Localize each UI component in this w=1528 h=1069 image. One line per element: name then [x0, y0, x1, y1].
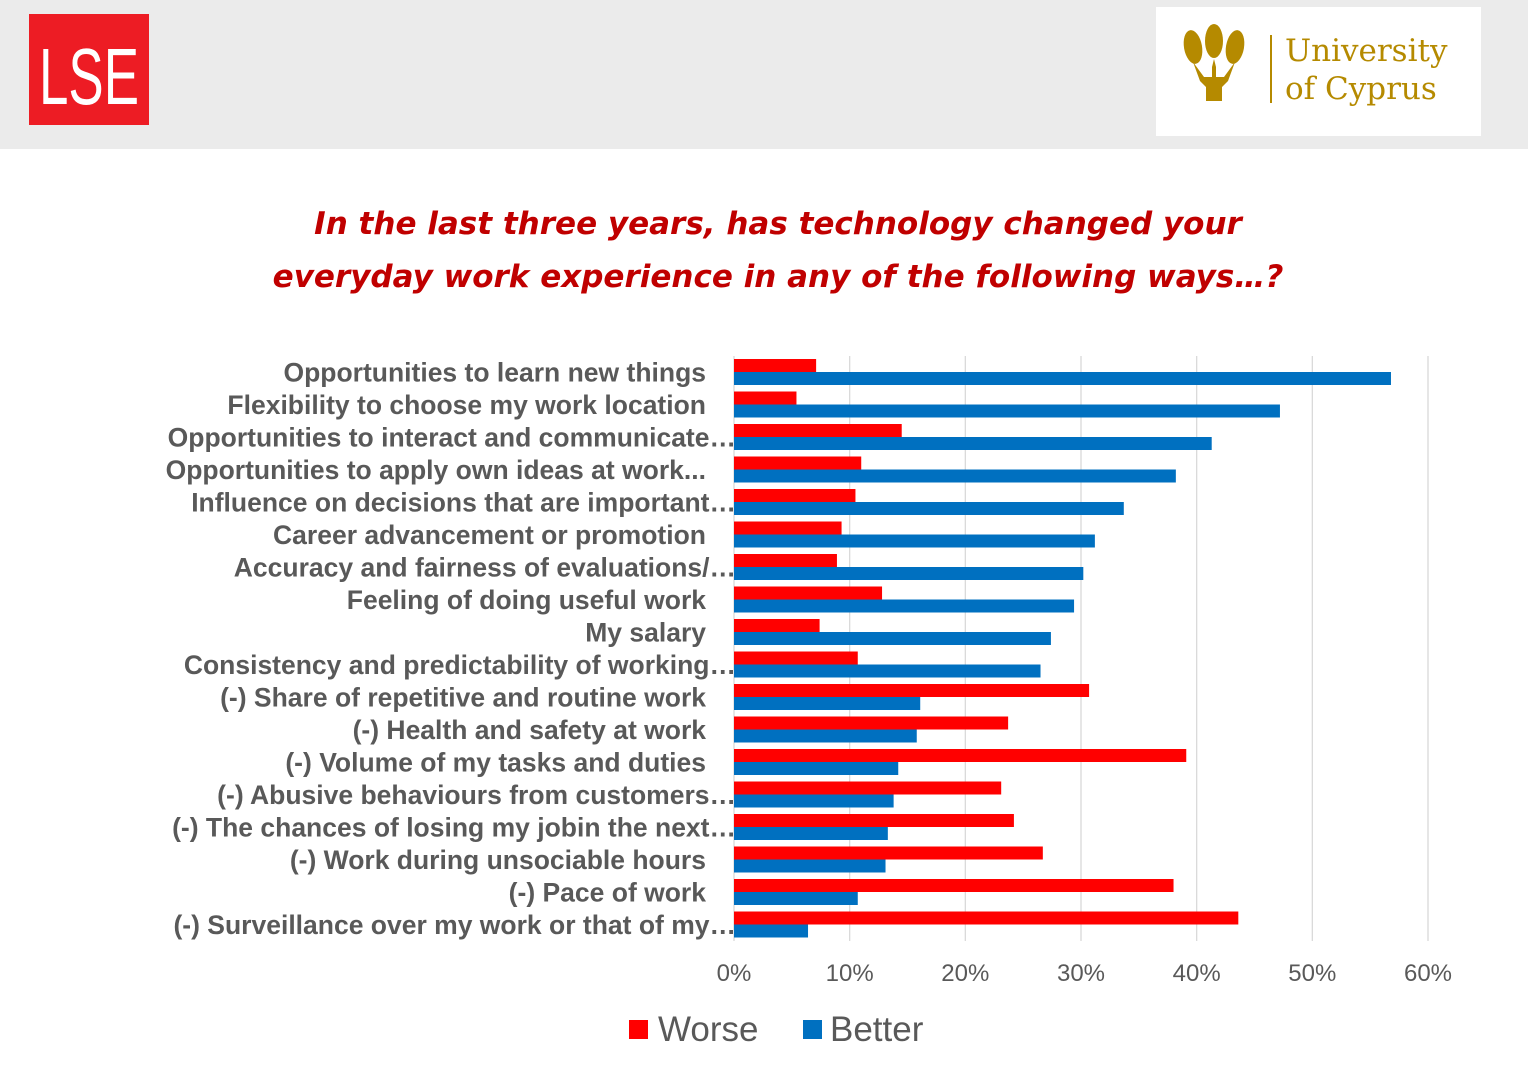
bar-worse — [734, 879, 1174, 892]
bar-better — [734, 794, 894, 808]
bar-worse — [734, 684, 1090, 697]
logo-divider — [1270, 35, 1272, 103]
bar-better — [734, 404, 1280, 418]
bars — [734, 359, 1391, 938]
category-label: Career advancement or promotion — [273, 520, 706, 550]
legend-swatch-worse — [629, 1020, 648, 1039]
bar-better — [734, 567, 1084, 580]
tree-emblem-icon — [1183, 24, 1245, 101]
bar-worse — [734, 391, 797, 405]
bar-better — [734, 729, 917, 743]
category-label: (-) Pace of work — [509, 877, 707, 907]
x-tick-label: 60% — [1404, 960, 1452, 987]
bar-better — [734, 762, 899, 775]
bar-worse — [734, 716, 1009, 730]
bar-better — [734, 599, 1075, 613]
bar-worse — [734, 911, 1239, 925]
category-label: (-) The chances of losing my jobin the n… — [172, 812, 736, 842]
bar-worse — [734, 424, 902, 437]
category-labels: Opportunities to learn new thingsFlexibi… — [166, 357, 736, 940]
category-label: (-) Health and safety at work — [353, 715, 707, 745]
category-label: (-) Volume of my tasks and duties — [285, 747, 706, 777]
bar-better — [734, 502, 1124, 515]
chart-title-line2: everyday work experience in any of the f… — [272, 259, 1284, 295]
lse-logo-text: LSE — [39, 32, 139, 121]
category-label: (-) Surveillance over my work or that of… — [173, 910, 736, 940]
legend: Worse Better — [629, 1010, 924, 1049]
bar-better — [734, 859, 886, 873]
bar-better — [734, 924, 809, 938]
x-tick-label: 10% — [826, 960, 874, 987]
bar-better — [734, 892, 858, 905]
legend-swatch-better — [803, 1020, 822, 1039]
category-label: Opportunities to apply own ideas at work… — [166, 455, 706, 485]
bar-worse — [734, 586, 883, 600]
category-label: Flexibility to choose my work location — [227, 390, 706, 420]
bar-better — [734, 534, 1095, 548]
legend-label-better: Better — [830, 1010, 924, 1049]
bar-worse — [734, 619, 820, 632]
x-tick-label: 20% — [941, 960, 989, 987]
bar-worse — [734, 456, 862, 470]
bar-better — [734, 827, 888, 840]
bar-worse — [734, 814, 1014, 827]
lse-logo: LSE — [29, 14, 149, 125]
x-tick-label: 50% — [1288, 960, 1336, 987]
category-label: Influence on decisions that are importan… — [191, 487, 736, 517]
university-of-cyprus-logo: University of Cyprus — [1156, 7, 1481, 136]
ucy-logo-line2: of Cyprus — [1285, 71, 1437, 107]
chart-title-line1: In the last three years, has technology … — [314, 206, 1242, 242]
category-label: Opportunities to interact and communicat… — [168, 422, 736, 452]
bar-better — [734, 697, 921, 710]
bar-worse — [734, 846, 1043, 860]
bar-worse — [734, 489, 856, 502]
bar-better — [734, 664, 1041, 678]
category-label: Consistency and predictability of workin… — [184, 650, 736, 680]
category-label: Opportunities to learn new things — [283, 357, 706, 387]
category-label: (-) Abusive behaviours from customers… — [217, 780, 736, 810]
x-tick-labels: 0% 10% 20% 30% 40% 50% 60% — [717, 960, 1452, 987]
category-label: (-) Work during unsociable hours — [290, 845, 706, 875]
gridlines — [733, 356, 1429, 941]
bar-better — [734, 469, 1176, 483]
bar-worse — [734, 749, 1187, 762]
bar-worse — [734, 521, 842, 535]
bar-worse — [734, 554, 837, 567]
bar-worse — [734, 359, 817, 372]
chart-title: In the last three years, has technology … — [0, 198, 1528, 304]
category-label: (-) Share of repetitive and routine work — [220, 682, 706, 712]
bar-worse — [734, 781, 1002, 795]
bar-chart: Opportunities to learn new thingsFlexibi… — [166, 356, 1452, 1049]
x-tick-label: 40% — [1173, 960, 1221, 987]
bar-better — [734, 632, 1051, 645]
bar-better — [734, 372, 1391, 385]
category-label: Accuracy and fairness of evaluations/… — [234, 552, 736, 582]
legend-label-worse: Worse — [658, 1010, 759, 1049]
ucy-logo-line1: University — [1285, 33, 1448, 69]
bar-better — [734, 437, 1212, 450]
x-tick-label: 0% — [717, 960, 752, 987]
x-tick-label: 30% — [1057, 960, 1105, 987]
category-label: Feeling of doing useful work — [347, 585, 706, 615]
bar-worse — [734, 651, 858, 665]
category-label: My salary — [585, 617, 706, 647]
